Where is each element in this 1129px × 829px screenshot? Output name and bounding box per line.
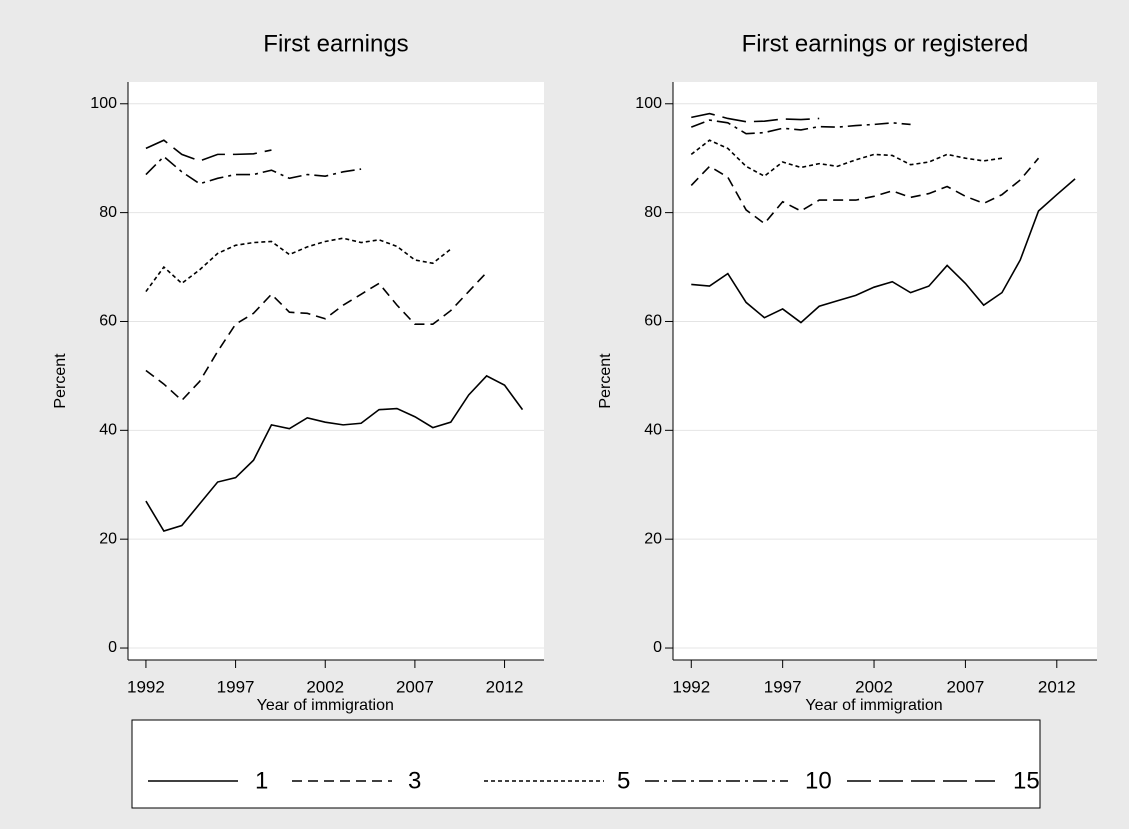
series-line — [145, 374, 524, 532]
y-tick-label: 0 — [108, 639, 117, 656]
series-line — [691, 112, 820, 123]
y-axis-label: Percent — [52, 353, 69, 409]
series-line — [145, 237, 452, 293]
y-tick-label: 20 — [99, 530, 117, 547]
series-line — [145, 155, 362, 185]
y-tick-label: 80 — [99, 204, 117, 221]
x-tick-label: 1997 — [764, 677, 802, 696]
y-tick-label: 40 — [99, 422, 117, 439]
y-tick-label: 40 — [644, 422, 662, 439]
x-tick-label: 1992 — [672, 677, 710, 696]
legend-label: 1 — [255, 767, 268, 794]
x-tick-label: 2002 — [306, 677, 344, 696]
y-tick-label: 20 — [644, 530, 662, 547]
y-tick-label: 80 — [644, 204, 662, 221]
series-line — [145, 139, 272, 162]
series-line — [690, 119, 911, 135]
x-tick-label: 2002 — [855, 677, 893, 696]
x-tick-label: 1992 — [127, 677, 165, 696]
x-axis-label: Year of immigration — [257, 697, 394, 714]
y-tick-label: 100 — [90, 95, 117, 112]
series-line — [690, 139, 1003, 178]
series-line — [145, 271, 488, 402]
x-tick-label: 1997 — [217, 677, 255, 696]
series-line — [691, 178, 1076, 324]
legend-label: 15 — [1013, 767, 1040, 794]
chart-title: First earnings or registered — [742, 30, 1029, 57]
y-tick-label: 0 — [653, 639, 662, 656]
x-tick-label: 2007 — [946, 677, 984, 696]
x-tick-label: 2012 — [1038, 677, 1076, 696]
legend-label: 10 — [805, 767, 832, 794]
y-tick-label: 100 — [635, 95, 662, 112]
legend-label: 5 — [617, 767, 630, 794]
plot-area — [673, 82, 1097, 660]
x-axis-label: Year of immigration — [805, 697, 942, 714]
chart-title: First earnings — [263, 30, 408, 57]
plot-area — [128, 82, 544, 660]
x-tick-label: 2007 — [396, 677, 434, 696]
y-tick-label: 60 — [644, 313, 662, 330]
legend-label: 3 — [408, 767, 421, 794]
series-line — [690, 157, 1040, 225]
x-tick-label: 2012 — [486, 677, 524, 696]
legend-box — [131, 719, 1041, 809]
y-tick-label: 60 — [99, 313, 117, 330]
y-axis-label: Percent — [597, 353, 614, 409]
